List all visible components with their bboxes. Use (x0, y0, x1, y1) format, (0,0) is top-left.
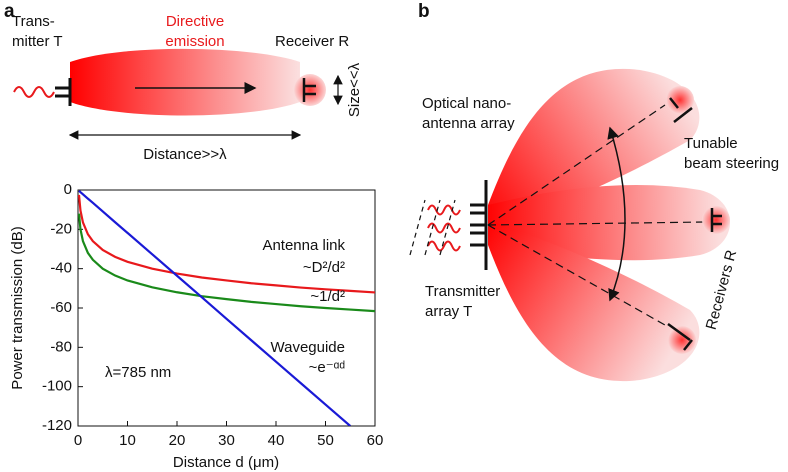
shape-part (487, 224, 666, 326)
beam-axes (487, 104, 706, 326)
shape-part (669, 97, 693, 123)
y-tick-label: 0 (64, 181, 72, 198)
antenna-label: Optical nano- (422, 95, 511, 112)
x-tick-label: 20 (169, 432, 186, 449)
y-axis-label: Power transmission (dB) (9, 226, 26, 389)
shape-part (487, 104, 666, 226)
panel-label: a (4, 1, 15, 22)
distance-label: Distance>>λ (143, 146, 227, 163)
receiver-antenna (302, 78, 316, 102)
transmitter-label: array T (425, 303, 472, 320)
transmitter-label: mitter T (12, 33, 63, 50)
wave (13, 86, 55, 98)
annotation: λ=785 nm (105, 364, 171, 381)
antenna-array (470, 180, 488, 270)
series-line (78, 190, 351, 426)
transmitter-label: Transmitter (425, 283, 500, 300)
transmitter-label: Trans- (12, 13, 55, 30)
y-tick-label: -60 (50, 299, 72, 316)
series-line (78, 213, 375, 313)
panel-label: b (418, 1, 430, 22)
receiver-antennas (667, 97, 722, 351)
x-tick-label: 60 (367, 432, 384, 449)
size-label: Size<<λ (346, 62, 363, 117)
receiver (666, 86, 694, 114)
lobe (488, 220, 700, 382)
receiver (702, 206, 730, 234)
series-label: ~D²/d² (303, 259, 345, 276)
emission-label: emission (165, 33, 224, 50)
y-tick-label: -40 (50, 260, 72, 277)
shape-part (409, 199, 426, 256)
shape-part (439, 199, 456, 256)
y-tick-label: -80 (50, 338, 72, 355)
receiver (668, 326, 696, 354)
beam (70, 48, 300, 116)
annotation: Antenna link (262, 237, 345, 254)
series-label: ~e⁻ᵅᵈ (309, 359, 346, 376)
emission-label: Directive (166, 13, 224, 30)
steering-label: beam steering (684, 155, 779, 172)
shape-part (424, 199, 441, 256)
y-tick-label: -100 (42, 378, 72, 395)
x-tick-label: 40 (268, 432, 285, 449)
steering-arrow (607, 126, 626, 302)
lobe (488, 68, 700, 230)
receiver-label: Receiver R (275, 33, 349, 50)
x-tick-label: 0 (74, 432, 82, 449)
steering-label: Tunable (684, 135, 738, 152)
x-axis-label: Distance d (μm) (173, 454, 279, 471)
x-tick-label: 30 (218, 432, 235, 449)
receivers-label: Receivers R (703, 248, 741, 331)
shape-part (667, 322, 693, 351)
shape-part (710, 208, 722, 232)
shape-part (427, 204, 461, 216)
y-tick-label: -120 (42, 417, 72, 434)
shape-part (487, 221, 706, 226)
shape-part (427, 240, 461, 252)
wave-fronts (409, 199, 456, 256)
antenna-label: antenna array (422, 115, 515, 132)
y-tick-label: -20 (50, 220, 72, 237)
series-line (78, 194, 375, 294)
transmitter (55, 78, 72, 106)
x-tick-label: 10 (119, 432, 136, 449)
x-tick-label: 50 (317, 432, 334, 449)
receiver (294, 74, 326, 106)
annotation: Waveguide (271, 339, 346, 356)
series-label: ~1/d² (310, 288, 345, 305)
